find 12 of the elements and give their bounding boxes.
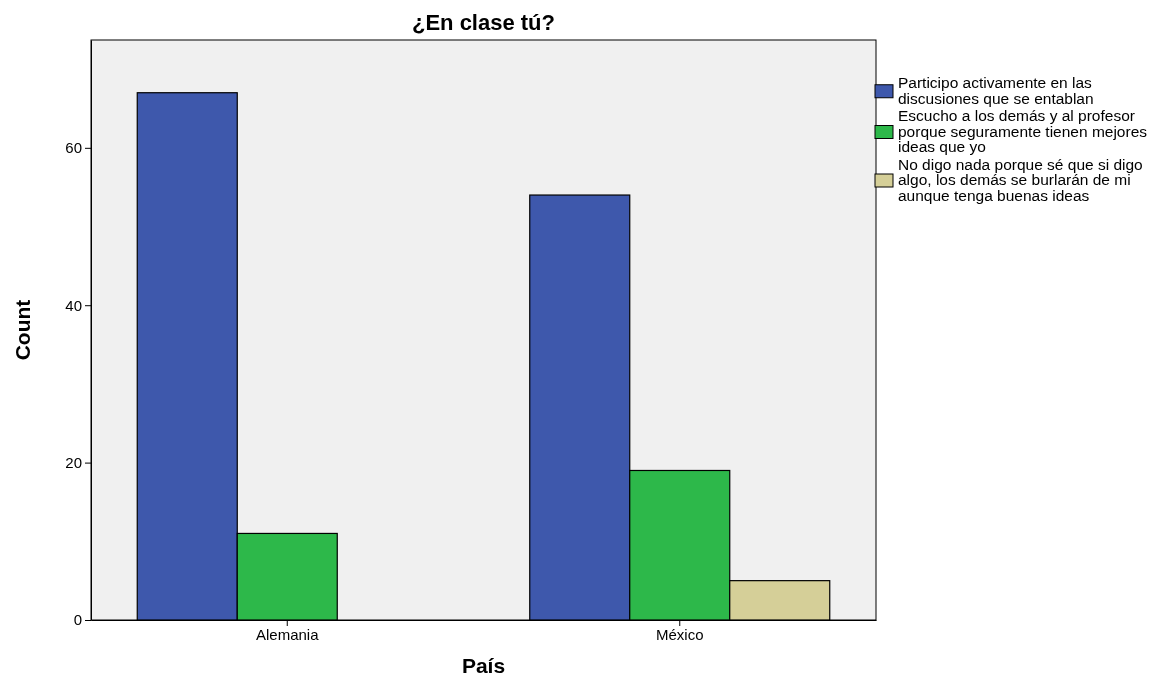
y-tick-label: 60 bbox=[65, 139, 82, 157]
chart-title: ¿En clase tú? bbox=[411, 10, 556, 35]
y-axis-title: Count bbox=[11, 299, 34, 361]
x-tick-label: México bbox=[655, 625, 704, 643]
y-tick-label: 40 bbox=[65, 296, 82, 314]
y-tick-label: 0 bbox=[73, 611, 82, 629]
y-tick-label: 20 bbox=[65, 453, 82, 471]
x-tick-label: Alemania bbox=[255, 625, 320, 643]
legend-label: No digo nada porque sé que si digo algo, los demás se burlarán de mi aunque tenga buenas ideas bbox=[898, 155, 1143, 204]
x-axis-title: País bbox=[461, 654, 506, 677]
legend-label: Escucho a los demás y al profesor porque seguramente tienen mejores ideas que yo bbox=[898, 107, 1148, 155]
legend-label: Participo activamente en las discusiones que se entablan bbox=[898, 74, 1094, 107]
